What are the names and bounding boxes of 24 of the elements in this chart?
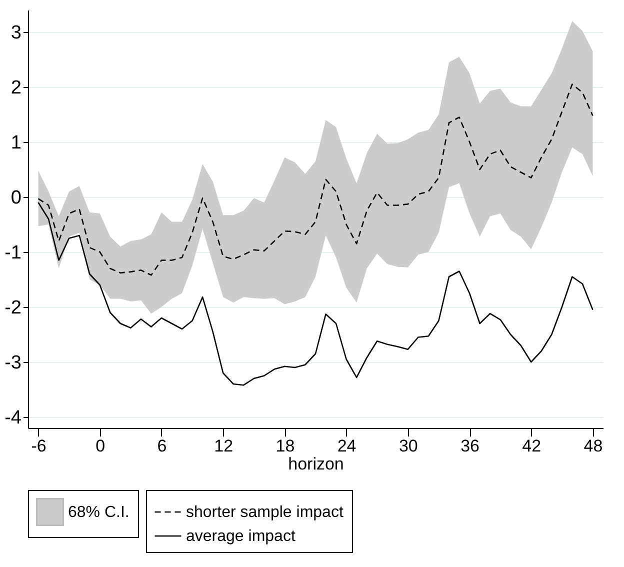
- y-tick-label: 0: [10, 188, 22, 208]
- line-series: [38, 202, 594, 386]
- y-tick-label: 2: [10, 78, 22, 98]
- legend-label: shorter sample impact: [186, 504, 344, 521]
- x-tick-label: 48: [584, 436, 603, 456]
- y-tick-label: -4: [4, 408, 22, 428]
- x-tick-label: 0: [96, 436, 106, 456]
- x-tick-label: 36: [460, 436, 480, 456]
- y-tick-label: -2: [4, 298, 22, 318]
- y-tick-label: -1: [4, 242, 22, 264]
- y-tick-label: 3: [10, 22, 22, 44]
- x-tick-label: 18: [276, 436, 295, 456]
- x-axis-title: horizon: [288, 454, 344, 474]
- x-tick-label: 42: [522, 436, 542, 456]
- y-tick-label: 1: [10, 132, 22, 154]
- text: 68% C.I.: [68, 504, 130, 521]
- x-tick-label: 6: [157, 436, 167, 456]
- x-tick-label: -6: [31, 436, 46, 456]
- legend-label: average impact: [186, 528, 296, 545]
- x-tick-label: 30: [398, 436, 418, 456]
- x-tick-label: 24: [337, 436, 356, 456]
- x-tick-label: 12: [214, 436, 234, 456]
- line-series: [38, 84, 594, 276]
- y-tick-label: -3: [4, 352, 22, 374]
